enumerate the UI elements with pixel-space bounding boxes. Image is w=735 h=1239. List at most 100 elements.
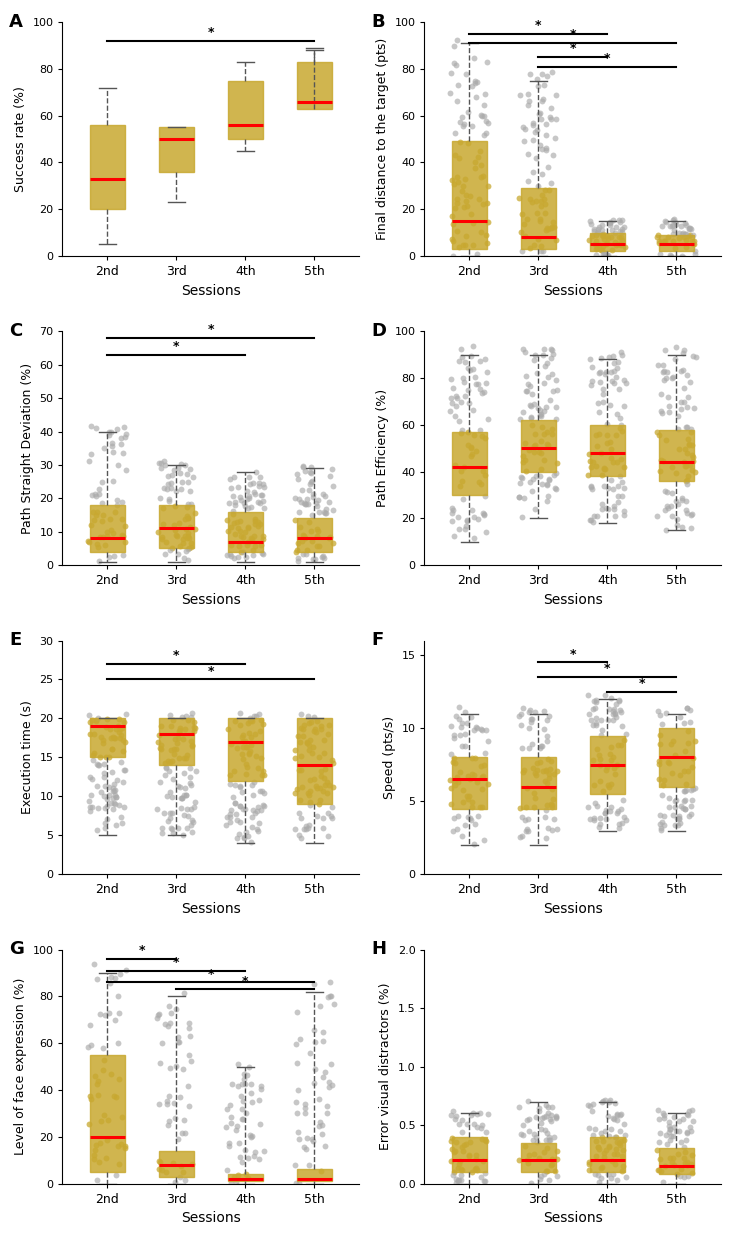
Point <box>664 1130 675 1150</box>
Point <box>479 84 491 104</box>
Point <box>602 711 614 731</box>
Point <box>299 1098 311 1118</box>
Point <box>673 805 685 825</box>
Point <box>536 164 548 183</box>
Text: E: E <box>9 631 21 649</box>
Point <box>584 349 596 369</box>
Point <box>450 1168 462 1188</box>
Point <box>99 776 111 795</box>
Point <box>598 476 609 496</box>
Point <box>458 197 470 217</box>
Point <box>481 52 493 72</box>
Point <box>180 541 192 561</box>
Point <box>601 757 613 777</box>
Point <box>323 776 335 795</box>
Point <box>613 814 625 834</box>
Bar <box>452 141 487 249</box>
Point <box>595 348 607 368</box>
Point <box>293 489 304 509</box>
Point <box>85 416 97 436</box>
Point <box>653 753 665 773</box>
Point <box>453 807 465 826</box>
Point <box>594 748 606 768</box>
Point <box>117 509 129 529</box>
Point <box>658 1172 670 1192</box>
Point <box>595 1124 606 1144</box>
Point <box>451 767 463 787</box>
Point <box>158 477 170 497</box>
Point <box>114 729 126 748</box>
Point <box>601 227 613 247</box>
Point <box>113 795 125 815</box>
Point <box>673 228 685 248</box>
Point <box>603 347 614 367</box>
Point <box>176 533 188 553</box>
Point <box>449 753 461 773</box>
Point <box>667 367 679 387</box>
Point <box>531 761 542 781</box>
Point <box>457 781 469 800</box>
Point <box>605 363 617 383</box>
Point <box>303 714 315 733</box>
Text: *: * <box>207 323 214 336</box>
Y-axis label: Execution time (s): Execution time (s) <box>21 700 34 814</box>
Point <box>305 463 317 483</box>
Point <box>447 245 459 265</box>
Point <box>539 424 551 444</box>
Point <box>318 548 329 567</box>
Point <box>543 180 555 199</box>
Point <box>591 507 603 527</box>
Point <box>518 488 530 508</box>
Point <box>176 788 188 808</box>
Point <box>614 1135 626 1155</box>
Point <box>584 1095 596 1115</box>
Point <box>602 1106 614 1126</box>
Bar <box>297 1170 331 1181</box>
Point <box>456 181 467 201</box>
Point <box>252 758 264 778</box>
Point <box>465 769 476 789</box>
Point <box>597 227 609 247</box>
Text: C: C <box>9 322 22 339</box>
Point <box>535 240 547 260</box>
Point <box>256 543 268 563</box>
Point <box>84 1015 96 1035</box>
Point <box>614 1105 625 1125</box>
Point <box>534 752 546 772</box>
Point <box>453 131 465 151</box>
Point <box>530 1126 542 1146</box>
Point <box>305 712 317 732</box>
Point <box>519 131 531 151</box>
Point <box>300 1104 312 1124</box>
Point <box>453 351 465 370</box>
Point <box>105 1064 117 1084</box>
Point <box>619 237 631 256</box>
Point <box>666 217 678 237</box>
Point <box>236 727 248 747</box>
Text: *: * <box>207 26 214 38</box>
Point <box>546 795 558 815</box>
Point <box>476 1129 488 1149</box>
Point <box>598 782 609 802</box>
Point <box>481 409 493 429</box>
Point <box>590 230 602 250</box>
Point <box>602 478 614 498</box>
Point <box>237 1109 248 1129</box>
Point <box>91 776 103 795</box>
Point <box>85 444 96 463</box>
Point <box>598 244 609 264</box>
Point <box>551 761 563 781</box>
Point <box>187 716 199 736</box>
Point <box>620 373 632 393</box>
Point <box>586 227 598 247</box>
Point <box>301 489 313 509</box>
Point <box>116 492 128 512</box>
Point <box>222 522 234 541</box>
Point <box>98 755 110 774</box>
Point <box>595 710 606 730</box>
Point <box>182 508 194 528</box>
Point <box>598 392 609 411</box>
Point <box>234 813 246 833</box>
Point <box>667 731 679 751</box>
Point <box>547 779 559 799</box>
